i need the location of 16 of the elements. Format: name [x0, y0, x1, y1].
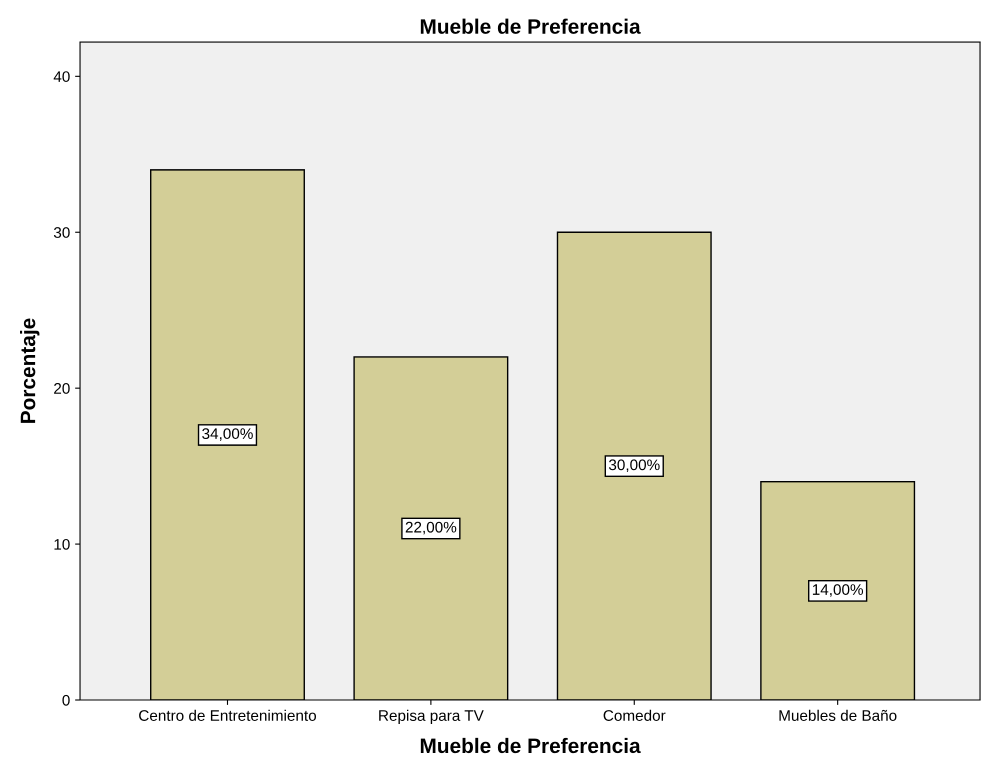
data-label: 30,00%: [608, 459, 660, 472]
x-tick-label: Centro de Entretenimiento: [139, 710, 316, 721]
x-axis-title: Mueble de Preferencia: [420, 738, 641, 754]
y-tick-label: 40: [54, 71, 70, 82]
x-tick-label: Muebles de Baño: [779, 710, 896, 721]
y-axis-title: Porcentaje: [20, 318, 40, 423]
y-tick-label: 20: [54, 383, 70, 394]
y-tick-label: 0: [62, 694, 70, 706]
x-tick-label: Repisa para TV: [379, 710, 484, 724]
x-tick-label: Comedor: [604, 710, 666, 721]
data-label: 34,00%: [202, 428, 253, 441]
y-tick-label: 10: [54, 538, 70, 550]
data-label: 22,00%: [406, 522, 456, 534]
data-label: 14,00%: [812, 584, 864, 597]
chart-title: Mueble de Preferencia: [420, 18, 641, 34]
y-tick-label: 30: [54, 227, 70, 238]
